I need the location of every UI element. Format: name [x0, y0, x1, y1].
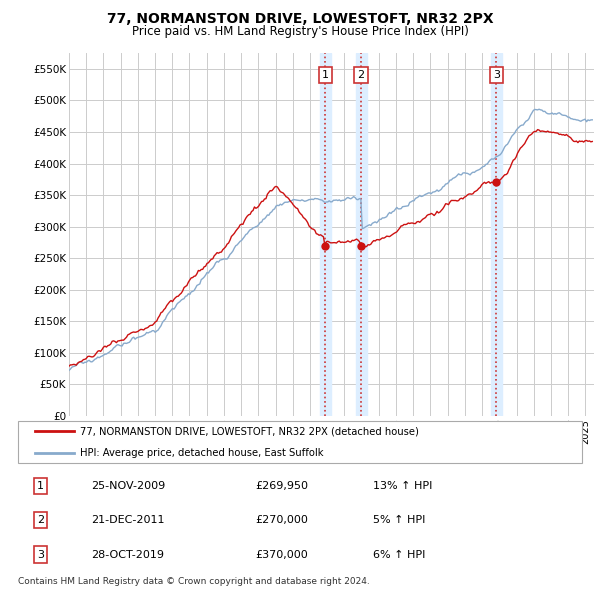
Text: 1: 1 [37, 481, 44, 491]
Text: 13% ↑ HPI: 13% ↑ HPI [373, 481, 433, 491]
Text: 5% ↑ HPI: 5% ↑ HPI [373, 516, 425, 525]
Text: Contains HM Land Registry data © Crown copyright and database right 2024.: Contains HM Land Registry data © Crown c… [18, 577, 370, 586]
FancyBboxPatch shape [18, 421, 582, 463]
Text: £370,000: £370,000 [255, 550, 308, 559]
Text: 3: 3 [37, 550, 44, 559]
Bar [320, 53, 331, 416]
Text: HPI: Average price, detached house, East Suffolk: HPI: Average price, detached house, East… [80, 448, 323, 457]
Text: 6% ↑ HPI: 6% ↑ HPI [373, 550, 425, 559]
Text: 2: 2 [37, 516, 44, 525]
Text: 25-NOV-2009: 25-NOV-2009 [91, 481, 166, 491]
Text: 77, NORMANSTON DRIVE, LOWESTOFT, NR32 2PX: 77, NORMANSTON DRIVE, LOWESTOFT, NR32 2P… [107, 12, 493, 26]
Text: 77, NORMANSTON DRIVE, LOWESTOFT, NR32 2PX (detached house): 77, NORMANSTON DRIVE, LOWESTOFT, NR32 2P… [80, 427, 419, 436]
Text: Price paid vs. HM Land Registry's House Price Index (HPI): Price paid vs. HM Land Registry's House … [131, 25, 469, 38]
Text: 28-OCT-2019: 28-OCT-2019 [91, 550, 164, 559]
Text: £270,000: £270,000 [255, 516, 308, 525]
Bar [356, 53, 367, 416]
Text: 21-DEC-2011: 21-DEC-2011 [91, 516, 165, 525]
Text: £269,950: £269,950 [255, 481, 308, 491]
Text: 1: 1 [322, 70, 329, 80]
Text: 3: 3 [493, 70, 500, 80]
Text: 2: 2 [358, 70, 365, 80]
Bar [491, 53, 502, 416]
